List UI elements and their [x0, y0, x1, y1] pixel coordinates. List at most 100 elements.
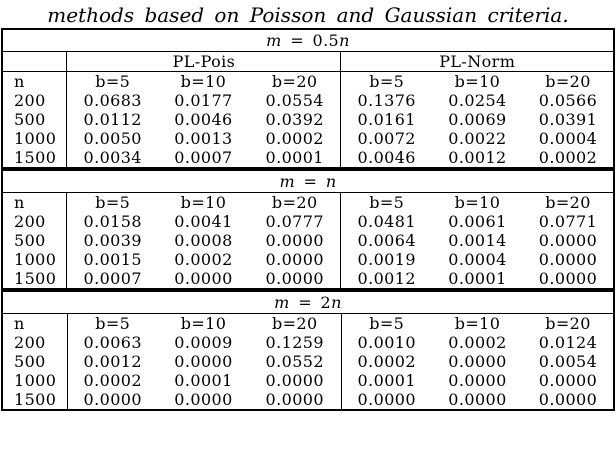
cell: 0.0000	[538, 231, 598, 250]
cell: 0.0771	[538, 212, 598, 231]
col-header: b=5	[95, 314, 131, 333]
cell: 0.0000	[248, 269, 342, 289]
cell: 0.0002	[83, 371, 142, 390]
cell: 0.0177	[174, 91, 233, 110]
cell: 0.1376	[357, 91, 416, 110]
group-header-pl-norm: PL-Norm	[340, 51, 615, 72]
cell: 0.0034	[83, 148, 142, 167]
math-var-n: n	[331, 293, 342, 312]
cell-n: 1000	[2, 371, 68, 390]
section-header: m = n	[1, 170, 614, 193]
cell: 0.0000	[538, 390, 598, 409]
cell: 0.0002	[174, 250, 233, 269]
cell: 0.0007	[83, 269, 142, 288]
section-header-row: m = 0.5n	[1, 29, 615, 52]
math-var-m: m	[266, 31, 282, 50]
cell-n: 500	[2, 352, 68, 371]
math-var-m: m	[274, 293, 290, 312]
col-header: b=10	[454, 193, 501, 212]
section-header-row: m = 2n	[2, 291, 614, 314]
cell: 0.0392	[248, 110, 342, 129]
results-table-m-n: m = n n b=5 b=10 b=20 b=5 b=10 b=20 200 …	[0, 169, 615, 290]
col-header: b=5	[369, 314, 405, 333]
cell: 0.0002	[357, 352, 416, 371]
cell: 0.0000	[249, 371, 342, 390]
col-header: b=5	[95, 193, 131, 212]
cell-n: 500	[1, 110, 68, 129]
cell: 0.0009	[174, 333, 233, 352]
table-caption: methods based on Poisson and Gaussian cr…	[47, 3, 569, 27]
cell: 0.0112	[83, 110, 142, 129]
col-header: b=10	[454, 314, 501, 333]
cell: 0.0012	[83, 352, 142, 371]
col-header: b=10	[180, 314, 227, 333]
cell: 0.0019	[357, 250, 416, 269]
cell: 0.0777	[248, 212, 342, 231]
cell: 0.0000	[249, 390, 342, 410]
cell: 0.0012	[357, 269, 416, 288]
cell: 0.0050	[83, 129, 142, 148]
cell: 0.0000	[448, 390, 507, 409]
cell: 0.0022	[448, 129, 507, 148]
table-row: 1500 0.0000 0.0000 0.0000 0.0000 0.0000 …	[2, 390, 614, 410]
math-var-n: n	[339, 31, 350, 50]
col-header: b=20	[249, 313, 342, 333]
table-row: 1500 0.0034 0.0007 0.0001 0.0046 0.0012 …	[1, 148, 614, 168]
section-header-row: m = n	[1, 170, 614, 193]
empty-cell	[1, 51, 68, 72]
col-header-n: n	[1, 192, 68, 212]
cell: 0.0161	[357, 110, 416, 129]
cell-n: 200	[2, 333, 68, 352]
cell: 0.0000	[357, 390, 416, 409]
cell: 0.0008	[174, 231, 233, 250]
cell: 0.0554	[248, 91, 342, 110]
cell: 0.1259	[249, 333, 342, 352]
cell: 0.0012	[448, 148, 507, 167]
cell: 0.0254	[448, 91, 507, 110]
table-row: 500 0.0012 0.0000 0.0552 0.0002 0.0000 0…	[2, 352, 614, 371]
table-row: 500 0.0039 0.0008 0.0000 0.0064 0.0014 0…	[1, 231, 614, 250]
cell: 0.0015	[83, 250, 142, 269]
cell: 0.0046	[357, 148, 416, 167]
cell: 0.0069	[448, 110, 507, 129]
cell: 0.0004	[448, 250, 507, 269]
column-header-row: n b=5 b=10 b=20 b=5 b=10 b=20	[1, 71, 614, 91]
col-header-n: n	[2, 313, 68, 333]
cell: 0.0000	[538, 371, 598, 390]
col-header: b=5	[369, 193, 405, 212]
equals-sign: =	[295, 172, 326, 191]
table-row: 200 0.0683 0.0177 0.0554 0.1376 0.0254 0…	[1, 91, 614, 110]
section-header: m = 0.5n	[1, 29, 615, 52]
table-row: 1000 0.0050 0.0013 0.0002 0.0072 0.0022 …	[1, 129, 614, 148]
cell: 0.0566	[538, 91, 598, 110]
cell: 0.0002	[248, 129, 342, 148]
cell-n: 200	[1, 91, 68, 110]
coefficient: 2	[320, 293, 332, 312]
cell: 0.0007	[174, 148, 233, 167]
cell: 0.0001	[448, 269, 507, 288]
cell: 0.0072	[357, 129, 416, 148]
results-table-m-0.5n: m = 0.5n PL-Pois PL-Norm n b=5 b=10 b=20…	[0, 28, 616, 169]
cell: 0.0000	[174, 269, 233, 288]
cell: 0.0063	[83, 333, 142, 352]
col-header: b=20	[248, 192, 342, 212]
equals-sign: =	[281, 31, 313, 50]
cell: 0.0391	[538, 110, 598, 129]
cell-n: 1000	[1, 250, 68, 269]
cell: 0.0000	[83, 390, 142, 409]
cell: 0.0061	[448, 212, 507, 231]
group-header-pl-pois: PL-Pois	[66, 51, 342, 72]
table-row: 1000 0.0015 0.0002 0.0000 0.0019 0.0004 …	[1, 250, 614, 269]
col-header: b=20	[545, 72, 591, 91]
cell-n: 200	[1, 212, 68, 231]
cell: 0.0054	[538, 352, 598, 371]
column-header-row: n b=5 b=10 b=20 b=5 b=10 b=20	[1, 192, 614, 212]
col-header: b=10	[180, 193, 227, 212]
col-header: b=10	[454, 72, 501, 91]
section-header: m = 2n	[2, 291, 614, 314]
equals-sign: =	[289, 293, 321, 312]
cell: 0.0000	[538, 250, 598, 269]
col-header: b=20	[248, 71, 342, 91]
group-header-row: PL-Pois PL-Norm	[1, 51, 615, 72]
cell: 0.0158	[83, 212, 142, 231]
